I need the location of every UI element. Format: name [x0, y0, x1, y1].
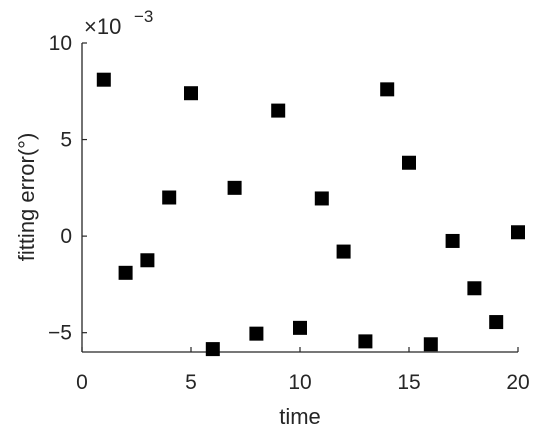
x-tick-label: 20: [506, 371, 529, 394]
y-multiplier-exponent: −3: [134, 7, 153, 26]
y-ticks: −5 0 5 10: [48, 32, 87, 345]
y-axis-label: fitting error(°): [14, 133, 39, 262]
y-tick-label: 5: [60, 129, 72, 152]
y-tick-label: −5: [48, 322, 72, 345]
data-point: [205, 342, 220, 357]
data-point: [118, 265, 133, 280]
data-point: [511, 225, 525, 240]
data-point: [96, 72, 111, 87]
data-point: [314, 191, 329, 206]
axes: [81, 43, 518, 353]
data-point: [467, 281, 482, 296]
data-point: [336, 244, 351, 259]
data-point: [293, 320, 307, 335]
x-tick-label: 10: [288, 371, 311, 394]
y-multiplier: ×10 −3: [84, 7, 153, 39]
x-ticks: 0 5 10 15 20: [76, 347, 530, 394]
x-axis-label: time: [279, 404, 321, 429]
data-point: [489, 315, 504, 330]
data-point: [140, 253, 155, 268]
y-multiplier-base: ×10: [84, 14, 121, 39]
x-tick-label: 15: [397, 371, 420, 394]
data-point: [184, 86, 198, 101]
data-point: [249, 326, 264, 341]
y-tick-label: 0: [60, 225, 72, 248]
data-point: [162, 190, 177, 205]
x-tick-label: 0: [76, 371, 88, 394]
data-point: [271, 103, 286, 118]
y-tick-label: 10: [49, 32, 72, 55]
data-point: [380, 82, 395, 97]
x-tick-label: 5: [185, 371, 197, 394]
data-point: [445, 233, 460, 248]
data-point: [423, 337, 438, 352]
data-points: [96, 72, 525, 357]
data-point: [402, 155, 416, 170]
data-point: [227, 180, 242, 195]
data-point: [358, 334, 373, 349]
